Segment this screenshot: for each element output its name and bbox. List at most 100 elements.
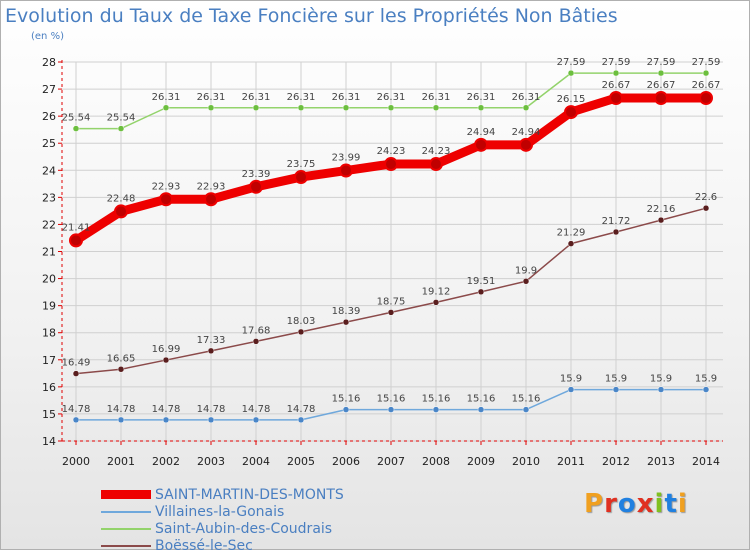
logo-letter: i xyxy=(677,489,688,519)
legend-item: Boëssé-le-Sec xyxy=(101,537,344,554)
x-tick-label: 2011 xyxy=(557,455,585,468)
data-label: 15.16 xyxy=(377,394,406,405)
data-point xyxy=(432,406,440,413)
logo-letter: P xyxy=(584,489,605,519)
legend-item: Saint-Aubin-des-Coudrais xyxy=(101,520,344,537)
logo-letter: r xyxy=(604,489,618,519)
data-point xyxy=(522,104,530,112)
data-label: 22.48 xyxy=(107,193,136,204)
data-label: 15.9 xyxy=(650,374,672,385)
data-label: 14.78 xyxy=(107,404,136,415)
data-point xyxy=(162,356,170,364)
data-point xyxy=(429,157,443,172)
chart-title: Evolution du Taux de Taxe Foncière sur l… xyxy=(5,5,618,27)
data-label: 23.75 xyxy=(287,159,316,170)
legend-swatch xyxy=(101,490,151,499)
data-label: 14.78 xyxy=(197,404,226,415)
data-point xyxy=(207,347,215,355)
data-label: 26.31 xyxy=(467,92,496,103)
data-label: 26.67 xyxy=(602,80,631,91)
data-point xyxy=(522,406,530,413)
data-label: 14.78 xyxy=(242,404,271,415)
x-tick-label: 2010 xyxy=(512,455,540,468)
data-label: 22.93 xyxy=(197,181,226,192)
data-point xyxy=(252,338,260,345)
data-label: 15.16 xyxy=(467,394,496,405)
data-point xyxy=(432,299,440,306)
data-point xyxy=(72,370,80,377)
data-point xyxy=(162,416,170,424)
data-point xyxy=(702,69,710,77)
data-label: 27.59 xyxy=(647,57,676,68)
data-point xyxy=(204,192,218,207)
data-label: 21.29 xyxy=(557,228,586,239)
legend-label: SAINT-MARTIN-DES-MONTS xyxy=(155,486,344,503)
x-tick-label: 2009 xyxy=(467,455,495,468)
data-label: 27.59 xyxy=(602,57,631,68)
data-label: 26.31 xyxy=(512,92,541,103)
legend-label: Villaines-la-Gonais xyxy=(155,503,285,520)
data-label: 26.31 xyxy=(332,92,361,103)
data-point xyxy=(657,386,665,393)
data-label: 15.9 xyxy=(605,374,627,385)
data-point xyxy=(564,105,578,120)
data-point xyxy=(474,137,488,152)
data-point xyxy=(252,104,260,112)
y-tick-label: 27 xyxy=(42,83,56,96)
y-tick-label: 22 xyxy=(42,218,56,231)
data-label: 14.78 xyxy=(62,404,91,415)
y-tick-label: 18 xyxy=(42,327,56,340)
x-tick-label: 2006 xyxy=(332,455,360,468)
data-point xyxy=(294,170,308,185)
data-point xyxy=(612,386,620,393)
data-label: 26.31 xyxy=(197,92,226,103)
x-tick-label: 2013 xyxy=(647,455,675,468)
data-point xyxy=(567,386,575,393)
data-label: 22.16 xyxy=(647,204,676,215)
x-tick-label: 2001 xyxy=(107,455,135,468)
data-label: 26.67 xyxy=(692,80,721,91)
logo-letter: x xyxy=(636,489,655,519)
data-label: 26.31 xyxy=(242,92,271,103)
logo-letter: i xyxy=(654,489,665,519)
data-point xyxy=(72,416,80,424)
y-tick-label: 17 xyxy=(42,354,56,367)
data-label: 24.23 xyxy=(377,146,406,157)
data-point xyxy=(702,204,710,212)
data-point xyxy=(609,91,623,106)
data-point xyxy=(477,406,485,413)
y-tick-label: 21 xyxy=(42,246,56,259)
data-point xyxy=(387,406,395,413)
data-point xyxy=(339,163,353,178)
data-label: 15.9 xyxy=(560,374,582,385)
proxiti-logo: Proxiti xyxy=(584,489,688,519)
data-label: 18.03 xyxy=(287,316,316,327)
data-label: 21.72 xyxy=(602,216,631,227)
data-point xyxy=(342,406,350,413)
data-point xyxy=(387,309,395,316)
data-label: 27.59 xyxy=(557,57,586,68)
legend-label: Saint-Aubin-des-Coudrais xyxy=(155,520,333,537)
data-label: 25.54 xyxy=(62,113,91,124)
y-tick-label: 24 xyxy=(42,164,56,177)
data-label: 16.65 xyxy=(107,353,136,364)
data-label: 26.31 xyxy=(152,92,181,103)
data-point xyxy=(522,278,530,285)
data-label: 14.78 xyxy=(287,404,316,415)
data-label: 15.16 xyxy=(512,394,541,405)
data-point xyxy=(117,125,125,132)
data-label: 22.6 xyxy=(695,192,717,203)
x-tick-label: 2007 xyxy=(377,455,405,468)
x-tick-label: 2003 xyxy=(197,455,225,468)
data-label: 26.31 xyxy=(377,92,406,103)
legend-item: Villaines-la-Gonais xyxy=(101,503,344,520)
y-tick-label: 19 xyxy=(42,300,56,313)
y-tick-label: 23 xyxy=(42,191,56,204)
data-point xyxy=(252,416,260,424)
x-tick-label: 2004 xyxy=(242,455,270,468)
x-tick-label: 2000 xyxy=(62,455,90,468)
data-point xyxy=(654,91,668,106)
y-tick-label: 14 xyxy=(42,435,56,448)
data-point xyxy=(117,366,125,373)
